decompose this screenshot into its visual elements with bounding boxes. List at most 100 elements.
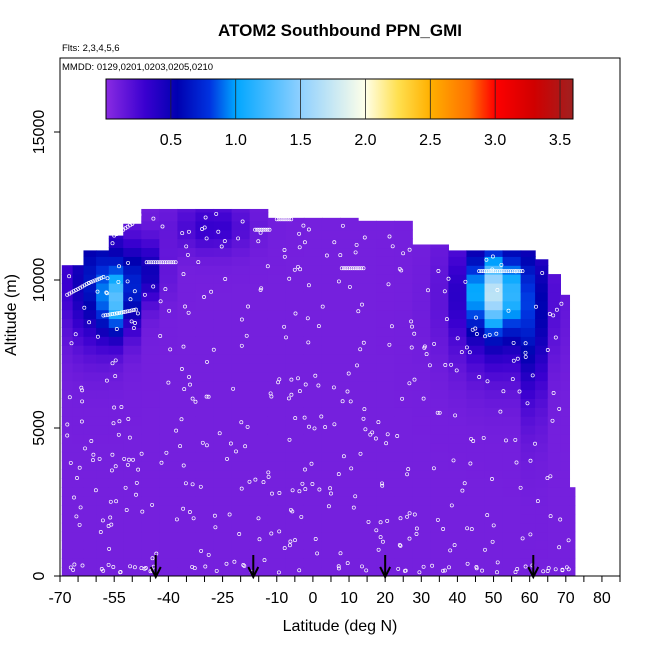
heatmap-cell — [340, 220, 359, 231]
heatmap-cell — [231, 327, 251, 337]
heatmap-cell — [547, 531, 561, 542]
heatmap-cell — [96, 345, 110, 355]
sample-point — [143, 566, 148, 570]
heatmap-cell — [285, 451, 305, 462]
heatmap-cell — [547, 540, 561, 550]
sample-point — [396, 566, 401, 571]
heatmap-cell — [502, 336, 522, 346]
sample-point — [346, 371, 351, 376]
sample-point — [100, 518, 105, 523]
heatmap-cell — [303, 362, 323, 373]
heatmap-cell — [547, 504, 561, 515]
heatmap-cell — [430, 380, 449, 391]
heatmap-cell — [285, 425, 305, 435]
heatmap-cell — [303, 496, 323, 506]
sample-point — [463, 279, 468, 284]
sample-point — [331, 385, 336, 390]
heatmap-cell — [358, 513, 377, 524]
sample-point — [412, 512, 417, 517]
heatmap-cell — [520, 558, 536, 568]
heatmap-cell — [83, 549, 97, 559]
heatmap-cell — [358, 220, 377, 231]
heatmap-cell — [340, 522, 359, 533]
heatmap-cell — [61, 274, 74, 284]
heatmap-cell — [569, 558, 576, 568]
heatmap-cell — [177, 549, 197, 559]
heatmap-cell — [303, 567, 323, 576]
heatmap-cell — [520, 389, 536, 399]
sample-point — [303, 487, 308, 492]
sample-point — [131, 326, 136, 331]
sample-point — [114, 327, 119, 331]
heatmap-cell — [123, 433, 142, 444]
x-tick-label: -25 — [211, 590, 234, 607]
sample-point — [533, 441, 537, 446]
heatmap-cell — [231, 504, 251, 515]
heatmap-cell — [108, 336, 124, 346]
heatmap-cell — [249, 354, 269, 364]
heatmap-cell — [195, 504, 215, 515]
heatmap-cell — [520, 250, 536, 257]
heatmap-cell — [321, 247, 341, 257]
sample-point — [105, 291, 109, 296]
heatmap-cell — [108, 531, 124, 542]
heatmap-cell — [141, 398, 160, 408]
heatmap-cell — [560, 496, 571, 506]
heatmap-cell — [560, 345, 571, 355]
sample-point — [515, 356, 520, 361]
sample-point — [168, 347, 173, 352]
heatmap-cell — [448, 389, 468, 399]
heatmap-cell — [412, 558, 431, 568]
heatmap-cell — [430, 274, 449, 284]
heatmap-cell — [159, 487, 179, 497]
sample-point — [300, 481, 305, 486]
heatmap-cell — [96, 496, 110, 506]
heatmap-cell — [547, 282, 561, 293]
heatmap-cell — [430, 531, 449, 542]
heatmap-cell — [249, 558, 269, 568]
heatmap-cell — [83, 354, 97, 364]
heatmap-cell — [72, 380, 85, 391]
heatmap-cell — [321, 478, 341, 488]
sample-point — [358, 451, 363, 456]
sample-point — [558, 517, 563, 522]
heatmap-cell — [123, 238, 142, 249]
heatmap-cell — [195, 496, 215, 506]
heatmap-cell — [358, 433, 377, 444]
heatmap-cell — [285, 389, 305, 399]
sample-point — [498, 409, 503, 414]
sample-point — [282, 254, 287, 259]
heatmap-cell — [285, 265, 305, 275]
heatmap-cell — [267, 433, 287, 444]
heatmap-cell — [358, 336, 377, 346]
heatmap-cell — [96, 336, 110, 346]
track-point — [144, 260, 149, 265]
heatmap-cell — [123, 540, 142, 550]
heatmap-cell — [61, 469, 74, 479]
heatmap-cell — [321, 469, 341, 479]
track-point — [339, 266, 344, 271]
sample-point — [244, 333, 249, 338]
colorbar-ticks: 0.5 1.0 1.5 2.0 2.5 3.0 3.5 — [160, 79, 571, 149]
sample-point — [134, 492, 138, 497]
heatmap-cell — [466, 250, 486, 257]
sample-point — [122, 456, 127, 461]
heatmap-cell — [96, 327, 110, 337]
heatmap-cell — [231, 389, 251, 399]
heatmap-cell — [547, 354, 561, 364]
heatmap-cell — [376, 318, 395, 328]
sample-point — [487, 332, 492, 337]
sample-point — [520, 536, 525, 541]
sample-point — [116, 432, 121, 437]
heatmap-cell — [83, 274, 97, 284]
heatmap-cell — [520, 318, 536, 328]
heatmap-cell — [484, 398, 504, 408]
heatmap-cell — [141, 469, 160, 479]
heatmap-cell — [376, 354, 395, 364]
heatmap-cell — [177, 567, 197, 576]
sample-point — [179, 367, 184, 371]
heatmap-cell — [72, 265, 85, 275]
heatmap-cell — [123, 549, 142, 559]
heatmap-cell — [231, 380, 251, 391]
heatmap-cell — [123, 247, 142, 257]
